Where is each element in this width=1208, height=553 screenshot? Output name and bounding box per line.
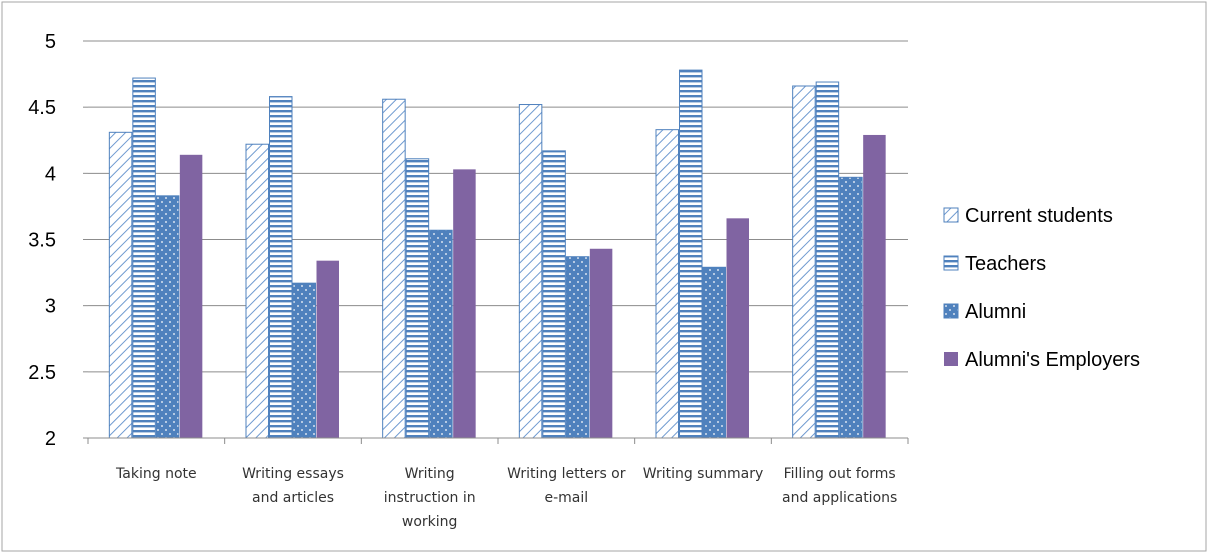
legend-swatch [943, 255, 959, 271]
x-tick-label: Writing letters or e-mail [507, 466, 626, 506]
x-tick-label: Taking note [115, 466, 197, 482]
legend-swatch [944, 352, 958, 366]
bar-alumni-1 [292, 282, 316, 439]
y-tick-label: 3 [45, 296, 56, 318]
legend-swatch [943, 207, 959, 223]
y-tick-label: 2.5 [28, 362, 56, 384]
x-tick-label: Writing instruction in working [384, 466, 476, 530]
bar-alumni-2 [429, 229, 453, 439]
bar-alumni-4 [702, 266, 726, 439]
bar-current-students-5 [792, 85, 816, 439]
bar-teachers-4 [679, 69, 703, 439]
x-tick-label-line: working [402, 514, 458, 530]
bar-alumni-s-employers-4 [726, 218, 749, 438]
x-tick-label-line: Writing essays [242, 466, 344, 482]
bar-alumni-s-employers-1 [316, 260, 339, 438]
bar-teachers-2 [405, 158, 430, 439]
x-axis [83, 40, 909, 444]
bar-teachers-3 [542, 150, 566, 439]
legend-label: Alumni's Employers [965, 349, 1140, 371]
bar-alumni-5 [839, 176, 863, 439]
y-tick-label: 3.5 [28, 230, 56, 252]
legend-label: Teachers [965, 253, 1046, 275]
x-tick-label: Filling out forms and applications [782, 466, 897, 506]
x-tick-label-line: Filling out forms [784, 466, 896, 482]
bar-alumni-s-employers-3 [589, 248, 613, 438]
bar-alumni-s-employers-5 [863, 134, 886, 438]
x-tick-label: Writing summary [643, 466, 764, 482]
y-tick-label: 2 [45, 428, 56, 450]
bars [108, 69, 886, 439]
bar-current-students-0 [108, 131, 133, 439]
y-tick-label: 5 [45, 31, 56, 53]
x-tick-label-line: and applications [782, 490, 897, 506]
bar-current-students-2 [382, 98, 406, 439]
x-tick-label-line: Writing summary [643, 466, 764, 482]
x-tick-label-line: Writing [405, 466, 455, 482]
x-tick-label-line: e-mail [544, 490, 588, 506]
x-tick-label-line: instruction in [384, 490, 476, 506]
legend-swatch [943, 303, 959, 319]
y-tick-label: 4 [45, 163, 56, 185]
x-tick-label: Writing essays and articles [242, 466, 344, 506]
y-axis-ticks: 2 2.5 3 3.5 4 4.5 5 [28, 31, 56, 450]
legend-label: Current students [965, 205, 1113, 227]
bar-alumni-s-employers-2 [453, 169, 476, 438]
x-axis-labels: Taking note Writing essays and articlesWri… [115, 466, 897, 530]
gridlines [88, 40, 908, 373]
x-tick-label-line: and articles [252, 490, 334, 506]
legend-label: Alumni [965, 301, 1026, 323]
bar-current-students-3 [518, 104, 543, 439]
x-tick-label-line: Taking note [115, 466, 197, 482]
bar-alumni-s-employers-0 [179, 154, 203, 438]
x-tick-label-line: Writing letters or [507, 466, 626, 482]
bar-current-students-4 [655, 129, 679, 439]
y-tick-label: 4.5 [28, 97, 56, 119]
legend: Current students Teachers Alumni Alumni's E… [943, 205, 1140, 371]
bar-teachers-0 [132, 77, 156, 439]
bar-alumni-3 [565, 256, 590, 439]
bar-teachers-1 [269, 96, 293, 439]
bar-alumni-0 [155, 195, 180, 439]
bar-teachers-5 [815, 81, 840, 439]
bar-current-students-1 [245, 143, 269, 439]
